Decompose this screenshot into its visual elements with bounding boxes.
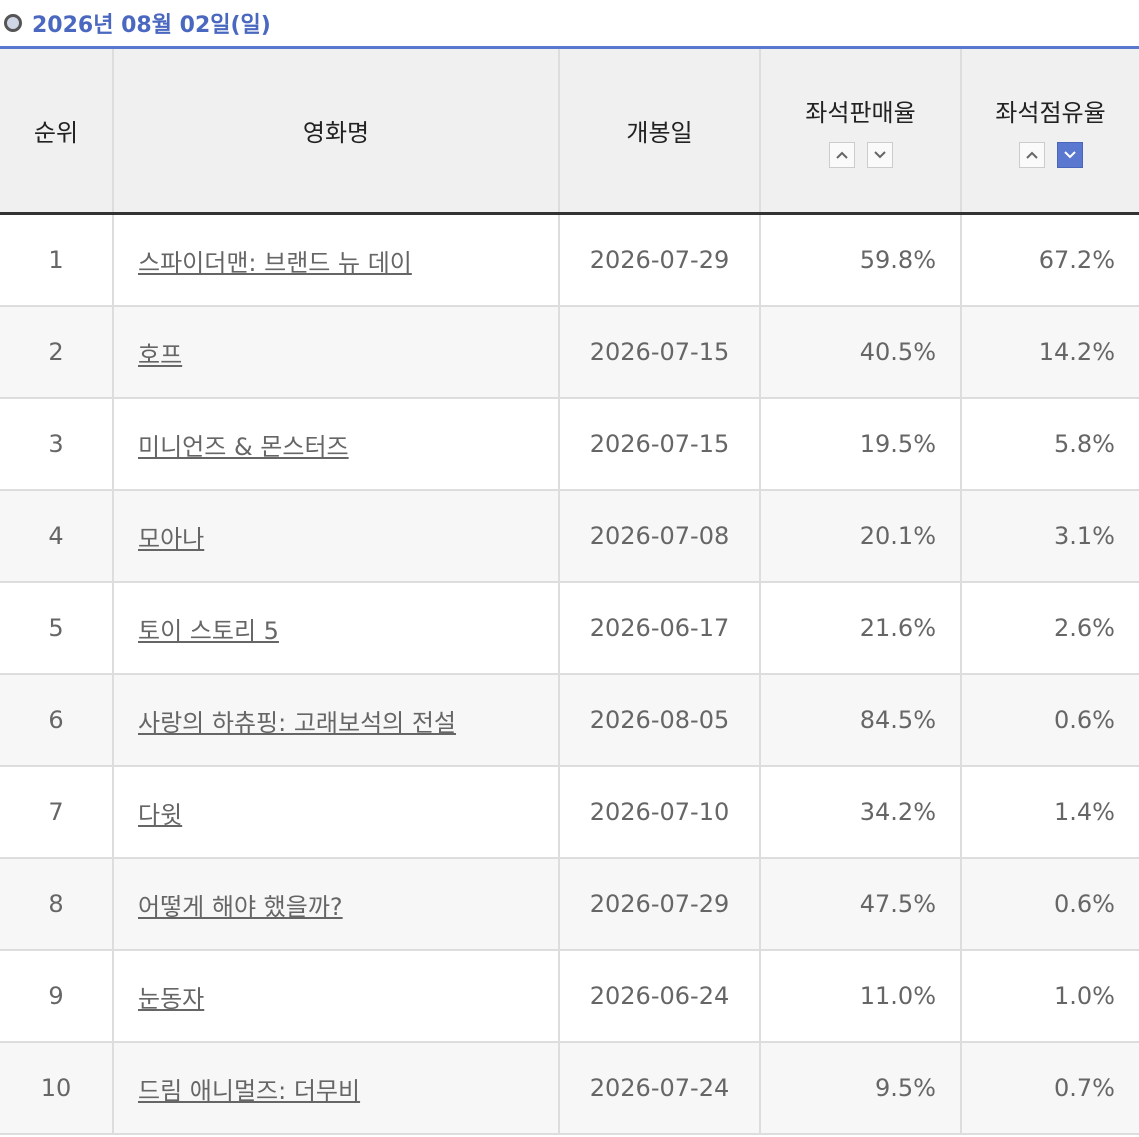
seat-sales-rate-cell: 84.5%	[759, 674, 961, 767]
title-cell: 미니언즈 & 몬스터즈	[112, 398, 559, 491]
seat-sales-rate-cell: 19.5%	[759, 398, 961, 491]
seat-share-cell: 0.6%	[960, 674, 1139, 767]
movie-link[interactable]: 스파이더맨: 브랜드 뉴 데이	[138, 248, 412, 277]
sort-controls	[761, 142, 960, 168]
seat-sales-rate-cell: 34.2%	[759, 766, 961, 859]
title-cell: 호프	[112, 306, 559, 399]
seat-sales-rate-cell: 59.8%	[759, 213, 961, 307]
title-cell: 드림 애니멀즈: 더무비	[112, 1042, 559, 1135]
title-cell: 어떻게 해야 했을까?	[112, 858, 559, 951]
movie-link[interactable]: 호프	[138, 340, 183, 369]
box-office-table: 순위 영화명 개봉일 좌석판매율 좌석점유율 1 스파이더맨: 브랜드 뉴 데이 2026-…	[0, 46, 1139, 1135]
circle-icon	[4, 14, 22, 32]
header-row: 순위 영화명 개봉일 좌석판매율 좌석점유율	[0, 47, 1139, 215]
rank-cell: 1	[0, 213, 113, 307]
release-date-cell: 2026-08-05	[558, 674, 760, 767]
table-row: 5 토이 스토리 5 2026-06-17 21.6% 2.6%	[0, 582, 1139, 675]
seat-share-cell: 67.2%	[960, 213, 1139, 307]
table-row: 2 호프 2026-07-15 40.5% 14.2%	[0, 306, 1139, 399]
column-header: 좌석판매율	[759, 47, 961, 215]
rank-cell: 3	[0, 398, 113, 491]
movie-link[interactable]: 눈동자	[138, 984, 205, 1013]
title-cell: 스파이더맨: 브랜드 뉴 데이	[112, 213, 559, 307]
seat-sales-rate-cell: 21.6%	[759, 582, 961, 675]
column-label: 순위	[33, 119, 79, 147]
movie-link[interactable]: 미니언즈 & 몬스터즈	[138, 432, 349, 461]
column-label: 좌석판매율	[805, 99, 916, 127]
rank-cell: 6	[0, 674, 113, 767]
sort-desc-button[interactable]	[866, 142, 893, 168]
movie-link[interactable]: 사랑의 하츄핑: 고래보석의 전설	[138, 708, 457, 737]
column-header: 영화명	[112, 47, 559, 215]
column-label: 좌석점유율	[995, 99, 1106, 127]
table-row: 8 어떻게 해야 했을까? 2026-07-29 47.5% 0.6%	[0, 858, 1139, 951]
movie-link[interactable]: 어떻게 해야 했을까?	[138, 892, 343, 921]
table-row: 10 드림 애니멀즈: 더무비 2026-07-24 9.5% 0.7%	[0, 1042, 1139, 1135]
release-date-cell: 2026-07-15	[558, 306, 760, 399]
rank-cell: 5	[0, 582, 113, 675]
rank-cell: 10	[0, 1042, 113, 1135]
seat-sales-rate-cell: 20.1%	[759, 490, 961, 583]
title-cell: 사랑의 하츄핑: 고래보석의 전설	[112, 674, 559, 767]
seat-share-cell: 2.6%	[960, 582, 1139, 675]
table-body: 1 스파이더맨: 브랜드 뉴 데이 2026-07-29 59.8% 67.2% 2 호프 2…	[0, 213, 1139, 1135]
release-date-cell: 2026-07-15	[558, 398, 760, 491]
table-row: 6 사랑의 하츄핑: 고래보석의 전설 2026-08-05 84.5% 0.6%	[0, 674, 1139, 767]
title-cell: 눈동자	[112, 950, 559, 1043]
seat-share-cell: 14.2%	[960, 306, 1139, 399]
table-row: 9 눈동자 2026-06-24 11.0% 1.0%	[0, 950, 1139, 1043]
title-cell: 모아나	[112, 490, 559, 583]
table-row: 7 다윗 2026-07-10 34.2% 1.4%	[0, 766, 1139, 859]
movie-link[interactable]: 토이 스토리 5	[138, 616, 279, 645]
rank-cell: 9	[0, 950, 113, 1043]
table-row: 3 미니언즈 & 몬스터즈 2026-07-15 19.5% 5.8%	[0, 398, 1139, 491]
date-heading: 2026년 08월 02일(일)	[0, 0, 1139, 46]
seat-share-cell: 0.6%	[960, 858, 1139, 951]
table-row: 4 모아나 2026-07-08 20.1% 3.1%	[0, 490, 1139, 583]
seat-sales-rate-cell: 47.5%	[759, 858, 961, 951]
title-cell: 다윗	[112, 766, 559, 859]
sort-asc-button[interactable]	[828, 142, 855, 168]
movie-link[interactable]: 다윗	[138, 800, 183, 829]
seat-sales-rate-cell: 11.0%	[759, 950, 961, 1043]
seat-share-cell: 3.1%	[960, 490, 1139, 583]
release-date-cell: 2026-07-10	[558, 766, 760, 859]
release-date-cell: 2026-07-29	[558, 858, 760, 951]
rank-cell: 7	[0, 766, 113, 859]
release-date-cell: 2026-07-08	[558, 490, 760, 583]
column-header: 개봉일	[558, 47, 760, 215]
seat-sales-rate-cell: 9.5%	[759, 1042, 961, 1135]
rank-cell: 2	[0, 306, 113, 399]
seat-share-cell: 1.0%	[960, 950, 1139, 1043]
release-date-cell: 2026-07-24	[558, 1042, 760, 1135]
rank-cell: 4	[0, 490, 113, 583]
column-label: 영화명	[302, 119, 370, 147]
date-text: 2026년 08월 02일(일)	[32, 13, 271, 38]
release-date-cell: 2026-06-24	[558, 950, 760, 1043]
seat-sales-rate-cell: 40.5%	[759, 306, 961, 399]
column-header: 순위	[0, 47, 113, 215]
sort-desc-button[interactable]	[1056, 142, 1083, 168]
seat-share-cell: 0.7%	[960, 1042, 1139, 1135]
seat-share-cell: 1.4%	[960, 766, 1139, 859]
sort-controls	[962, 142, 1139, 168]
column-label: 개봉일	[626, 119, 693, 147]
sort-asc-button[interactable]	[1018, 142, 1045, 168]
movie-link[interactable]: 드림 애니멀즈: 더무비	[138, 1076, 361, 1105]
release-date-cell: 2026-07-29	[558, 213, 760, 307]
table-row: 1 스파이더맨: 브랜드 뉴 데이 2026-07-29 59.8% 67.2%	[0, 213, 1139, 307]
release-date-cell: 2026-06-17	[558, 582, 760, 675]
movie-link[interactable]: 모아나	[138, 524, 205, 553]
title-cell: 토이 스토리 5	[112, 582, 559, 675]
rank-cell: 8	[0, 858, 113, 951]
seat-share-cell: 5.8%	[960, 398, 1139, 491]
column-header: 좌석점유율	[960, 47, 1139, 215]
